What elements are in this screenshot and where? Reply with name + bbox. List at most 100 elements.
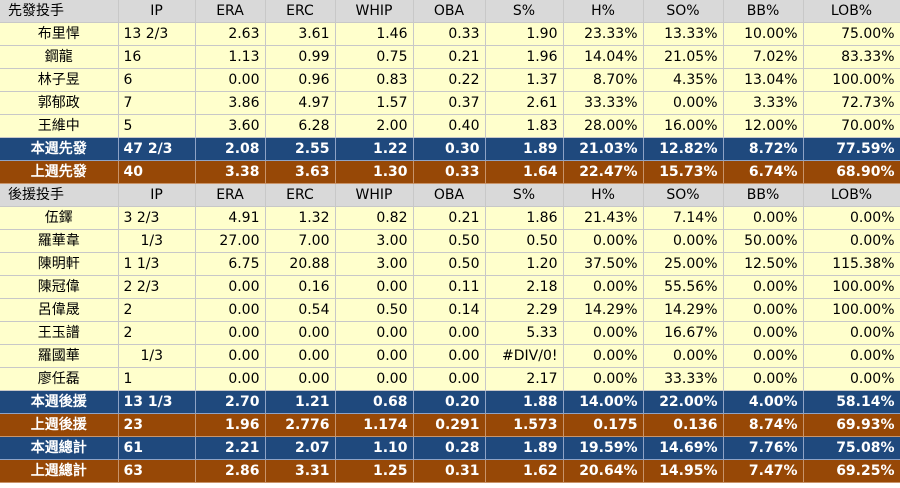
stat-cell: 0.00% — [643, 229, 724, 253]
table-row: 王玉譜 2 0.00 0.00 0.00 0.00 5.33 0.00% 16.67% 0.00%… — [0, 321, 900, 345]
pitcher-name: 呂偉晟 — [0, 298, 119, 322]
pitcher-name: 羅國華 — [0, 344, 119, 368]
stat-cell: 25.00% — [643, 252, 724, 276]
stat-cell: 0.00 — [335, 367, 414, 391]
stat-cell: 1.174 — [335, 413, 414, 437]
pitcher-name: 上週後援 — [0, 413, 119, 437]
section-header-row: 後援投手 IP ERA ERC WHIP OBA S% H% SO% BB% LOB% — [0, 183, 900, 207]
stat-cell: 0.75 — [335, 45, 414, 69]
table-row: 布里悍 13 2/3 2.63 3.61 1.46 0.33 1.90 23.33% 13.33… — [0, 22, 900, 46]
column-header: H% — [563, 0, 644, 23]
last-week-total-row: 上週總計 63 2.86 3.31 1.25 0.31 1.62 20.64% 14.95% 7.… — [0, 459, 900, 483]
stat-cell: 13.04% — [723, 68, 804, 92]
stat-cell: 75.00% — [803, 22, 900, 46]
stat-cell: 5.33 — [485, 321, 564, 345]
stat-cell: 14.29% — [643, 298, 724, 322]
stat-cell: 0.00% — [723, 367, 804, 391]
stat-cell: 22.00% — [643, 390, 724, 414]
stat-cell: 0.00 — [265, 367, 336, 391]
last-week-relievers-row: 上週後援 23 1.96 2.776 1.174 0.291 1.573 0.175 0.136… — [0, 413, 900, 437]
table-row: 羅國華 1/3 0.00 0.00 0.00 0.00 #DIV/0! 0.00% 0.00% 0… — [0, 344, 900, 368]
stat-cell: 0.83 — [335, 68, 414, 92]
stat-cell: 28.00% — [563, 114, 644, 138]
stat-cell: 7.14% — [643, 206, 724, 230]
column-header: ERC — [265, 183, 336, 207]
stat-cell: 1.64 — [485, 160, 564, 184]
stat-cell: 6.28 — [265, 114, 336, 138]
stat-cell: 0.28 — [413, 436, 486, 460]
stat-cell: 72.73% — [803, 91, 900, 115]
stat-cell: 4.91 — [195, 206, 266, 230]
column-header: SO% — [643, 183, 724, 207]
stat-cell: 1.46 — [335, 22, 414, 46]
pitcher-name: 羅華韋 — [0, 229, 119, 253]
stat-cell: 3 2/3 — [118, 206, 196, 230]
pitcher-name: 王玉譜 — [0, 321, 119, 345]
table-row: 郭郁政 7 3.86 4.97 1.57 0.37 2.61 33.33% 0.00% 3.33%… — [0, 91, 900, 115]
stat-cell: 0.00% — [563, 275, 644, 299]
pitcher-name: 本週總計 — [0, 436, 119, 460]
stat-cell: 1.89 — [485, 436, 564, 460]
column-header: WHIP — [335, 183, 414, 207]
stat-cell: 21.43% — [563, 206, 644, 230]
stat-cell: 0.00% — [803, 206, 900, 230]
stat-cell: 13 1/3 — [118, 390, 196, 414]
stat-cell: 0.16 — [265, 275, 336, 299]
column-header: S% — [485, 183, 564, 207]
stat-cell: 2.61 — [485, 91, 564, 115]
stat-cell: 0.00 — [265, 344, 336, 368]
stat-cell: 0.37 — [413, 91, 486, 115]
stat-cell: 69.25% — [803, 459, 900, 483]
stat-cell: 0.96 — [265, 68, 336, 92]
stat-cell: 77.59% — [803, 137, 900, 161]
stat-cell: 1.88 — [485, 390, 564, 414]
stat-cell: 12.00% — [723, 114, 804, 138]
stat-cell: 0.00% — [723, 206, 804, 230]
stat-cell: 0.31 — [413, 459, 486, 483]
stat-cell: 1.32 — [265, 206, 336, 230]
stat-cell: 0.50 — [413, 229, 486, 253]
this-week-starters-row: 本週先發 47 2/3 2.08 2.55 1.22 0.30 1.89 21.03% 12.8… — [0, 137, 900, 161]
stat-cell: 100.00% — [803, 298, 900, 322]
stat-cell: 15.73% — [643, 160, 724, 184]
stat-cell: 0.00% — [803, 321, 900, 345]
stat-cell: 3.86 — [195, 91, 266, 115]
stat-cell: 7.47% — [723, 459, 804, 483]
stat-cell: 61 — [118, 436, 196, 460]
stat-cell: 19.59% — [563, 436, 644, 460]
column-header: BB% — [723, 0, 804, 23]
stat-cell: 23 — [118, 413, 196, 437]
table-row: 呂偉晟 2 0.00 0.54 0.50 0.14 2.29 14.29% 14.29% 0.00… — [0, 298, 900, 322]
stat-cell: 3.00 — [335, 252, 414, 276]
column-header: ERA — [195, 0, 266, 23]
stat-cell: 2.776 — [265, 413, 336, 437]
column-header: S% — [485, 0, 564, 23]
column-header: H% — [563, 183, 644, 207]
stat-cell: 1.89 — [485, 137, 564, 161]
stat-cell: 2.17 — [485, 367, 564, 391]
stat-cell: 0.00 — [413, 344, 486, 368]
pitcher-name: 布里悍 — [0, 22, 119, 46]
stat-cell: 3.33% — [723, 91, 804, 115]
stat-cell: 1.573 — [485, 413, 564, 437]
stat-cell: 50.00% — [723, 229, 804, 253]
this-week-total-row: 本週總計 61 2.21 2.07 1.10 0.28 1.89 19.59% 14.69% 7.… — [0, 436, 900, 460]
stat-cell: 0.00% — [563, 321, 644, 345]
stat-cell: 100.00% — [803, 68, 900, 92]
table-row: 林子昱 6 0.00 0.96 0.83 0.22 1.37 8.70% 4.35% 13.04%… — [0, 68, 900, 92]
stat-cell: 0.33 — [413, 160, 486, 184]
stat-cell: 1 — [118, 367, 196, 391]
stat-cell: 0.00% — [723, 321, 804, 345]
table-row: 羅華韋 1/3 27.00 7.00 3.00 0.50 0.50 0.00% 0.00% 50.… — [0, 229, 900, 253]
stat-cell: 16 — [118, 45, 196, 69]
stat-cell: 83.33% — [803, 45, 900, 69]
stat-cell: 55.56% — [643, 275, 724, 299]
table-row: 陳冠偉 2 2/3 0.00 0.16 0.00 0.11 2.18 0.00% 55.56% 0… — [0, 275, 900, 299]
stat-cell: 1.21 — [265, 390, 336, 414]
stat-cell: 0.00 — [195, 367, 266, 391]
stat-cell: 21.03% — [563, 137, 644, 161]
stat-cell: 3.60 — [195, 114, 266, 138]
stat-cell: 0.00 — [195, 298, 266, 322]
stat-cell: 58.14% — [803, 390, 900, 414]
